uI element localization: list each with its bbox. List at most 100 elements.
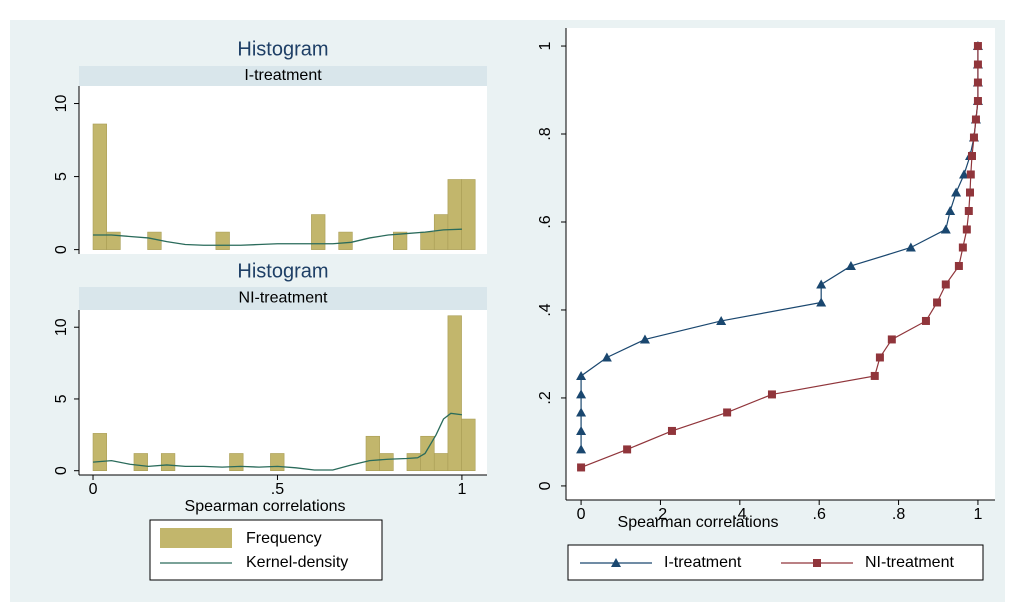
y-tick-label: .2 [537, 391, 554, 404]
x-tick-label: .6 [813, 506, 826, 523]
x-tick-label: 0 [577, 506, 586, 523]
plot-area [79, 310, 487, 475]
y-tick-label: 5 [53, 394, 70, 403]
marker [921, 316, 930, 325]
x-tick-label: .8 [892, 506, 905, 523]
marker [845, 260, 856, 270]
bar [461, 179, 476, 250]
x-tick-label: 1 [973, 506, 982, 523]
bar [229, 453, 244, 471]
marker [971, 115, 980, 124]
marker [940, 224, 951, 234]
bar [133, 453, 148, 471]
bar [270, 453, 285, 471]
marker [667, 426, 676, 435]
bar [338, 231, 353, 250]
strip-label: I-treatment [244, 67, 322, 84]
marker [933, 298, 942, 307]
bar [433, 214, 449, 250]
y-tick-label: 1 [537, 41, 554, 50]
marker [816, 297, 827, 307]
x-tick-label: .5 [271, 481, 284, 498]
marker [941, 280, 950, 289]
bar [461, 418, 476, 471]
marker [816, 279, 827, 289]
legend-marker [813, 559, 821, 567]
x-axis-label: Spearman correlations [618, 514, 779, 531]
bar [215, 231, 230, 250]
marker [945, 205, 956, 215]
strip [79, 66, 487, 86]
marker [964, 206, 973, 215]
bar [147, 231, 162, 250]
y-tick-label: 0 [53, 245, 70, 254]
strip [79, 287, 487, 310]
bar [433, 453, 449, 471]
marker [601, 352, 612, 362]
marker [723, 408, 732, 417]
density-line [92, 412, 462, 471]
legend-label: I-treatment [664, 554, 742, 571]
x-tick-label: 1 [457, 481, 466, 498]
x-tick-label: 0 [89, 481, 98, 498]
plot-area [79, 86, 487, 254]
marker [576, 444, 587, 454]
marker [962, 225, 971, 234]
marker [887, 335, 896, 344]
y-tick-label: .8 [537, 127, 554, 140]
marker [576, 407, 587, 417]
y-tick-label: .4 [537, 303, 554, 316]
marker [965, 188, 974, 197]
chart-title: Histogram [237, 38, 328, 60]
marker [905, 242, 916, 252]
bar [447, 315, 462, 471]
marker [973, 78, 982, 87]
legend-label: Kernel-density [246, 554, 348, 571]
x-axis-label: Spearman correlations [185, 498, 346, 515]
bar [420, 231, 435, 250]
bar [311, 214, 326, 250]
marker [576, 370, 587, 380]
marker [639, 334, 650, 344]
marker [973, 42, 982, 51]
density-line [93, 228, 462, 246]
marker [967, 152, 976, 161]
marker [959, 169, 970, 179]
marker [969, 133, 978, 142]
marker [577, 463, 586, 472]
y-tick-label: 5 [53, 172, 70, 181]
marker [951, 187, 962, 197]
marker [875, 353, 884, 362]
chart-title: Histogram [237, 260, 328, 282]
y-tick-label: .6 [537, 215, 554, 228]
bar [406, 453, 421, 471]
bar [447, 179, 462, 250]
bar [160, 453, 176, 471]
legend-swatch [160, 528, 232, 548]
bar [393, 231, 408, 250]
marker [973, 97, 982, 106]
marker [954, 261, 963, 270]
legend-label: NI-treatment [865, 554, 954, 571]
marker [958, 243, 967, 252]
y-tick-label: 10 [53, 95, 70, 113]
marker [576, 389, 587, 399]
legend-label: Frequency [246, 530, 322, 547]
y-tick-label: 0 [537, 481, 554, 490]
plot-area [566, 28, 995, 500]
bar [92, 123, 107, 250]
legend-marker [611, 558, 621, 567]
y-tick-label: 0 [53, 466, 70, 475]
marker [966, 170, 975, 179]
bar [92, 433, 107, 471]
marker [576, 425, 587, 435]
marker [870, 371, 879, 380]
strip-label: NI-treatment [239, 290, 328, 307]
x-tick-label: .4 [733, 506, 746, 523]
marker [767, 390, 776, 399]
marker [623, 445, 632, 454]
x-tick-label: .2 [654, 506, 667, 523]
marker [973, 60, 982, 69]
bar [106, 231, 121, 250]
